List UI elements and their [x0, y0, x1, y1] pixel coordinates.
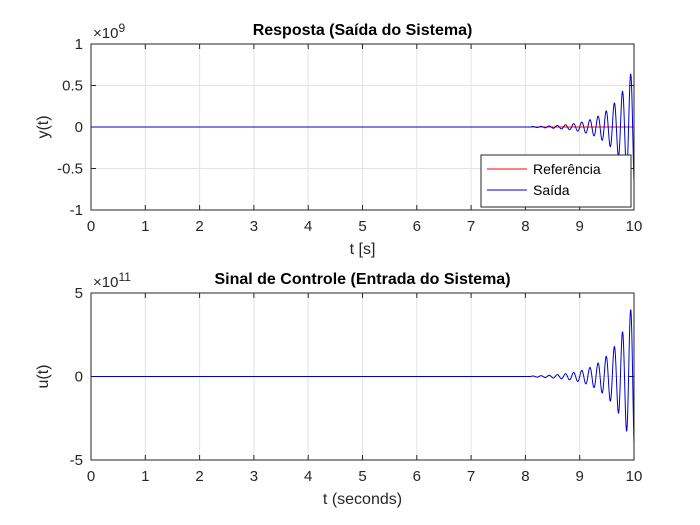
- y-exponent-value: 9: [118, 21, 125, 35]
- y-tick-label: -5: [70, 452, 83, 469]
- x-tick-label: 10: [626, 218, 643, 235]
- y-axis-label: y(t): [35, 115, 52, 138]
- y-tick-label: 0: [75, 119, 83, 136]
- y-exponent-label: ×109: [93, 21, 125, 42]
- x-tick-label: 4: [304, 218, 312, 235]
- x-tick-label: 9: [576, 468, 584, 485]
- x-tick-label: 6: [413, 218, 421, 235]
- x-tick-label: 0: [87, 218, 95, 235]
- y-tick-label: -1: [70, 202, 83, 219]
- series-line-1: [91, 73, 635, 181]
- chart-title: Sinal de Controle (Entrada do Sistema): [214, 271, 510, 288]
- y-tick-label: -0.5: [57, 161, 83, 178]
- x-tick-label: 4: [304, 468, 312, 485]
- y-tick-label: 1: [75, 36, 83, 53]
- legend-entry-1: Saída: [533, 182, 570, 198]
- x-tick-label: 3: [250, 218, 258, 235]
- x-tick-label: 3: [250, 468, 258, 485]
- x-tick-label: 8: [521, 468, 529, 485]
- axes-frame: [90, 43, 635, 211]
- legend-box: [480, 154, 632, 208]
- y-tick-label: 0: [75, 369, 83, 386]
- y-exponent-value: 11: [118, 270, 131, 284]
- x-tick-label: 7: [467, 218, 475, 235]
- x-tick-label: 8: [521, 218, 529, 235]
- x-tick-label: 9: [576, 218, 584, 235]
- legend-entry-0: Referência: [533, 161, 601, 177]
- x-axis-label: t (seconds): [323, 491, 402, 508]
- x-tick-label: 6: [413, 468, 421, 485]
- y-tick-label: 0.5: [62, 78, 83, 95]
- x-tick-label: 5: [358, 468, 366, 485]
- y-tick-label: 5: [75, 285, 83, 302]
- series-line-0: [91, 309, 635, 445]
- x-tick-label: 5: [358, 218, 366, 235]
- x-tick-label: 2: [195, 468, 203, 485]
- x-tick-label: 0: [87, 468, 95, 485]
- x-axis-label: t [s]: [350, 241, 376, 258]
- x-tick-label: 1: [141, 218, 149, 235]
- y-axis-label: u(t): [35, 365, 52, 389]
- x-tick-label: 1: [141, 468, 149, 485]
- x-tick-label: 2: [195, 218, 203, 235]
- chart-title: Resposta (Saída do Sistema): [253, 22, 473, 39]
- x-tick-label: 7: [467, 468, 475, 485]
- x-tick-label: 10: [626, 468, 643, 485]
- legend: Referência Saída: [480, 154, 632, 208]
- response-axes: 0 1 2 3 4 5 6 7 8 9 10 1 0.5 0 -0.5 -1 ×109 Resposta (Saí…: [35, 21, 642, 258]
- axes-frame: [90, 292, 635, 461]
